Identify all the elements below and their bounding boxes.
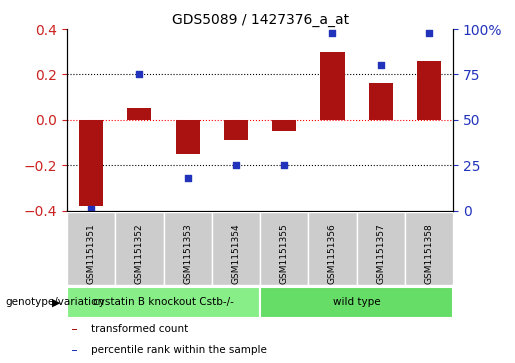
Bar	[405, 212, 453, 285]
Bar	[356, 212, 405, 285]
Text: wild type: wild type	[333, 297, 381, 307]
Text: GSM1151353: GSM1151353	[183, 223, 192, 284]
Point	[135, 72, 144, 77]
Bar	[127, 109, 151, 120]
Bar	[369, 83, 393, 120]
Text: GSM1151356: GSM1151356	[328, 223, 337, 284]
Title: GDS5089 / 1427376_a_at: GDS5089 / 1427376_a_at	[171, 13, 349, 26]
Bar	[224, 120, 248, 140]
Bar	[79, 120, 103, 206]
Point	[280, 162, 288, 168]
Bar	[176, 120, 200, 154]
Bar	[163, 212, 212, 285]
Bar	[212, 212, 260, 285]
Bar	[417, 61, 441, 120]
Text: transformed count: transformed count	[91, 325, 188, 334]
Point	[425, 30, 433, 36]
Point	[376, 62, 385, 68]
Bar	[320, 52, 345, 120]
Point	[232, 162, 240, 168]
Text: GSM1151355: GSM1151355	[280, 223, 289, 284]
Text: percentile rank within the sample: percentile rank within the sample	[91, 345, 267, 355]
Bar	[67, 287, 260, 318]
Bar	[260, 287, 453, 318]
Bar	[72, 350, 77, 351]
Bar	[67, 212, 115, 285]
Bar	[272, 120, 296, 131]
Text: genotype/variation: genotype/variation	[5, 297, 104, 307]
Point	[183, 175, 192, 181]
Text: GSM1151358: GSM1151358	[424, 223, 434, 284]
Text: GSM1151357: GSM1151357	[376, 223, 385, 284]
Bar	[260, 212, 308, 285]
Text: cystatin B knockout Cstb-/-: cystatin B knockout Cstb-/-	[93, 297, 234, 307]
Text: GSM1151352: GSM1151352	[135, 223, 144, 284]
Text: ▶: ▶	[53, 297, 61, 307]
Bar	[308, 212, 356, 285]
Point	[329, 30, 337, 36]
Bar	[115, 212, 163, 285]
Text: GSM1151354: GSM1151354	[231, 223, 241, 284]
Bar	[72, 329, 77, 330]
Point	[87, 206, 95, 212]
Text: GSM1151351: GSM1151351	[87, 223, 96, 284]
